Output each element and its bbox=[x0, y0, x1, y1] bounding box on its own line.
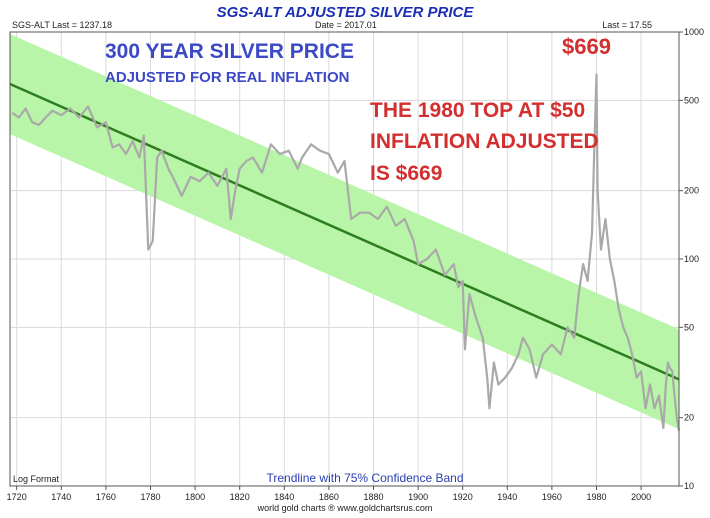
footer: world gold charts ® www.goldchartsrus.co… bbox=[257, 503, 433, 513]
y-tick-label: 20 bbox=[684, 413, 694, 423]
note-line-2: INFLATION ADJUSTED bbox=[370, 130, 599, 153]
log-format-label: Log Format bbox=[13, 474, 60, 484]
note-line-3: IS $669 bbox=[370, 162, 442, 185]
x-tick-label: 1740 bbox=[51, 492, 71, 502]
chart-title: SGS-ALT ADJUSTED SILVER PRICE bbox=[217, 4, 475, 21]
header-center: Date = 2017.01 bbox=[315, 20, 377, 30]
peak-label: $669 bbox=[562, 34, 611, 59]
y-tick-label: 1000 bbox=[684, 27, 704, 37]
series-line bbox=[11, 73, 681, 431]
x-tick-label: 1780 bbox=[140, 492, 160, 502]
note-line-1: THE 1980 TOP AT $50 bbox=[370, 99, 585, 122]
x-tick-label: 1920 bbox=[453, 492, 473, 502]
x-tick-label: 2000 bbox=[631, 492, 651, 502]
x-tick-label: 1860 bbox=[319, 492, 339, 502]
x-tick-label: 1720 bbox=[7, 492, 27, 502]
x-tick-label: 1800 bbox=[185, 492, 205, 502]
y-tick-label: 200 bbox=[684, 186, 699, 196]
x-tick-label: 1820 bbox=[230, 492, 250, 502]
y-tick-label: 100 bbox=[684, 254, 699, 264]
x-tick-label: 1880 bbox=[363, 492, 383, 502]
x-tick-label: 1980 bbox=[586, 492, 606, 502]
header-left: SGS-ALT Last = 1237.18 bbox=[12, 20, 112, 30]
x-tick-label: 1760 bbox=[96, 492, 116, 502]
y-tick-label: 10 bbox=[684, 481, 694, 491]
x-axis: 1720 1740 1760 1780 1800 1820 1840 1860 1880 1900… bbox=[7, 486, 651, 502]
x-tick-label: 1840 bbox=[274, 492, 294, 502]
band-caption: Trendline with 75% Confidence Band bbox=[266, 471, 463, 485]
x-tick-label: 1940 bbox=[497, 492, 517, 502]
header-right: Last = 17.55 bbox=[602, 20, 652, 30]
headline: 300 YEAR SILVER PRICE bbox=[105, 40, 354, 63]
subheadline: ADJUSTED FOR REAL INFLATION bbox=[105, 69, 349, 86]
y-tick-label: 500 bbox=[684, 95, 699, 105]
x-tick-label: 1960 bbox=[542, 492, 562, 502]
x-tick-label: 1900 bbox=[408, 492, 428, 502]
y-axis: 1000 500 200 100 50 20 10 bbox=[679, 27, 704, 491]
y-tick-label: 50 bbox=[684, 322, 694, 332]
